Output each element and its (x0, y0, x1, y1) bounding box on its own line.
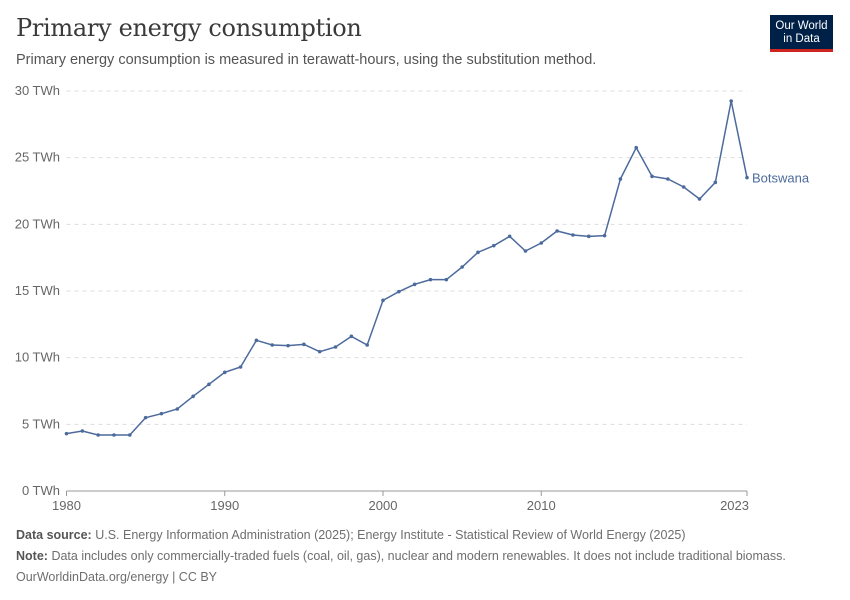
data-point (697, 197, 702, 201)
data-point (80, 429, 85, 433)
data-point (444, 277, 449, 282)
data-point (365, 343, 369, 347)
data-source: Data source: U.S. Energy Information Adm… (16, 528, 686, 542)
x-tick-label: 2023 (720, 498, 749, 513)
data-point (729, 99, 733, 103)
data-point (270, 343, 275, 347)
data-point (128, 433, 132, 437)
data-point (491, 243, 496, 248)
data-point (428, 277, 433, 282)
data-point (634, 145, 639, 150)
note-text: Data includes only commercially-traded f… (51, 549, 786, 563)
y-tick-label: 25 TWh (15, 150, 60, 165)
data-point (207, 382, 211, 387)
data-point (681, 185, 686, 189)
data-point (713, 180, 718, 185)
data-point (317, 349, 322, 354)
footer-link[interactable]: OurWorldinData.org/energy | CC BY (16, 570, 218, 584)
note: Note: Data includes only commercially-tr… (16, 549, 786, 563)
data-point (191, 394, 195, 399)
owid-logo[interactable]: Our World in Data (770, 15, 833, 52)
data-point (222, 370, 227, 375)
data-point (143, 415, 148, 420)
chart-title: Primary energy consumption (16, 14, 362, 42)
data-point (618, 177, 623, 181)
data-point (254, 338, 259, 343)
data-point (64, 431, 69, 436)
y-tick-label: 15 TWh (15, 283, 60, 298)
note-label: Note: (16, 549, 48, 563)
data-point (302, 342, 306, 347)
y-tick-label: 20 TWh (15, 216, 60, 231)
data-point (666, 177, 670, 181)
data-point (333, 345, 338, 349)
series-line-botswana (66, 100, 748, 436)
data-point (539, 241, 544, 245)
data-point (112, 433, 116, 437)
data-point (476, 250, 480, 255)
data-point (650, 174, 654, 179)
data-point (507, 234, 512, 239)
data-point (523, 249, 528, 253)
logo-text: Our World in Data (775, 20, 828, 45)
data-point (381, 298, 385, 303)
data-point (159, 411, 164, 416)
line-chart: 0 TWh 5 TWh 10 TWh 15 TWh 20 TWh 25 TWh 30 TWh… (15, 83, 810, 513)
series-label: Botswana (752, 171, 810, 186)
source-label: Data source: (16, 528, 92, 542)
chart-subtitle: Primary energy consumption is measured i… (16, 52, 597, 68)
data-point (286, 343, 290, 348)
y-tick-label: 30 TWh (15, 83, 60, 98)
source-text: U.S. Energy Information Administration (… (95, 528, 686, 542)
data-point (238, 365, 243, 369)
data-point (745, 175, 749, 180)
x-tick-label: 2000 (369, 498, 398, 513)
data-point (602, 233, 607, 238)
data-point (555, 229, 559, 233)
x-tick-label: 1980 (52, 498, 81, 513)
y-tick-label: 5 TWh (22, 416, 60, 431)
data-point (349, 334, 354, 339)
data-point (460, 265, 464, 269)
data-point (412, 282, 417, 287)
data-point (397, 289, 401, 294)
x-tick-label: 2010 (527, 498, 556, 513)
data-point (175, 407, 180, 411)
y-tick-label: 10 TWh (15, 350, 60, 365)
y-tick-label: 0 TWh (22, 483, 60, 498)
data-point (586, 234, 591, 239)
data-point (96, 433, 100, 437)
x-tick-label: 1990 (210, 498, 239, 513)
data-point (571, 233, 575, 237)
